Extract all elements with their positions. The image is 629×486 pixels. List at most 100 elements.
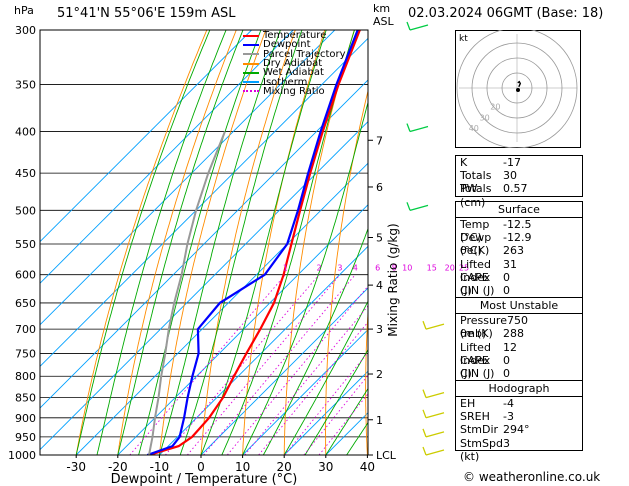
x-tick-label: 20 <box>277 460 292 474</box>
hodograph-unit-label: kt <box>459 34 468 44</box>
pressure-tick-label: 700 <box>15 323 36 336</box>
hodograph-section-title: Hodograph <box>456 380 582 398</box>
hodograph-ring-label: 30 <box>480 113 490 122</box>
wind-barb <box>409 24 429 31</box>
index-row: θe(K) 263 <box>456 244 582 257</box>
index-value: 0 <box>503 366 510 380</box>
legend-label: Mixing Ratio <box>263 85 325 97</box>
legend-label: Dewpoint <box>263 39 311 51</box>
mixing-ratio-line <box>186 274 341 455</box>
index-label: StmSpd (kt) <box>460 436 503 463</box>
mixing-ratio-label: 3 <box>337 264 342 273</box>
wind-barb-flag <box>422 409 427 419</box>
index-value: -3 <box>503 410 514 424</box>
index-value: -12.5 <box>503 218 532 231</box>
pressure-tick-label: 450 <box>15 167 36 180</box>
wet-adiabat-line <box>200 30 327 455</box>
wind-barb-flag <box>406 123 411 132</box>
dry-adiabat-line <box>75 30 208 455</box>
index-label: Dewp (°C) <box>460 231 492 258</box>
dry-adiabat-line <box>365 304 368 455</box>
index-value: 12 <box>503 340 517 354</box>
legend-item: Wet Adiabat <box>243 68 346 78</box>
km-tick-label: 6 <box>376 181 383 194</box>
index-row: Dewp (°C) -12.9 <box>456 231 582 258</box>
index-value: 0 <box>503 353 510 367</box>
index-row: EH -4 <box>456 397 582 410</box>
index-label: θe(K) <box>460 244 490 258</box>
wet-adiabat-line <box>117 30 244 455</box>
index-label: CIN (J) <box>460 366 495 380</box>
km-tick-label: 1 <box>376 414 383 427</box>
index-label: SREH <box>460 410 490 424</box>
isotherm-line <box>40 79 368 409</box>
wind-barb-flag <box>406 202 411 211</box>
wind-barb <box>425 412 445 419</box>
wind-barb-flag <box>422 428 427 438</box>
plot-frame <box>39 29 369 456</box>
km-tick-label: 3 <box>376 323 383 336</box>
mixing-ratio-label: 1 <box>283 264 288 273</box>
index-row: SREH -3 <box>456 410 582 423</box>
index-value: 294° <box>503 423 530 437</box>
index-row: Pressure (mb) 750 <box>456 314 582 341</box>
indices-detail-table: Surface Temp (°C) -12.5 Dewp (°C) -12.9 θe(K… <box>455 201 583 463</box>
mixing-ratio-label: 10 <box>402 264 412 273</box>
index-label: PW (cm) <box>460 182 486 209</box>
index-value: 0 <box>503 283 510 297</box>
km-unit-label: km <box>373 2 391 15</box>
datetime-title: 02.03.2024 06GMT (Base: 18) <box>408 6 604 21</box>
mixing-ratio-label: 20 <box>445 264 455 273</box>
wet-adiabat-line <box>325 387 368 455</box>
wind-barb-flag <box>422 320 427 330</box>
legend-swatch <box>243 53 259 56</box>
wet-adiabat-line <box>262 227 368 455</box>
index-row: Temp (°C) -12.5 <box>456 218 582 245</box>
legend-item: Parcel Trajectory <box>243 48 346 60</box>
location-title: 51°41'N 55°06'E 159m ASL <box>57 6 236 21</box>
wet-adiabat-line <box>96 30 227 455</box>
series-parcel-trajectory <box>148 131 226 455</box>
indices-basic-table: K -17 Totals Totals 30 PW (cm) 0.57 <box>455 155 583 209</box>
index-label: Pressure (mb) <box>460 314 507 341</box>
hpa-unit-label: hPa <box>14 4 34 17</box>
index-row: CIN (J) 0 <box>456 284 582 297</box>
index-value: -12.9 <box>503 231 532 245</box>
index-value: 3 <box>503 436 510 450</box>
km-tick-label: 4 <box>376 279 383 292</box>
index-row: CAPE (J) 0 <box>456 353 582 380</box>
wind-barb <box>409 204 429 211</box>
dry-adiabat-line <box>158 30 267 455</box>
legend-label: Temperature <box>263 30 327 42</box>
wind-barb-flag <box>422 446 427 456</box>
x-tick-label: -20 <box>108 460 128 474</box>
index-row: StmDir 294° <box>456 423 582 436</box>
pressure-tick-label: 500 <box>15 204 36 217</box>
isotherm-line <box>40 30 336 326</box>
legend-item: Dry Adiabat <box>243 59 346 69</box>
wind-barb-flag <box>422 389 427 398</box>
isotherm-line <box>40 30 294 284</box>
index-label: EH <box>460 397 476 411</box>
index-label: CAPE (J) <box>460 353 489 380</box>
mixing-ratio-label: 25 <box>459 264 469 273</box>
index-label: θe (K) <box>460 327 493 341</box>
wind-barb <box>425 449 445 456</box>
pressure-tick-label: 750 <box>15 347 36 360</box>
pressure-tick-label: 850 <box>15 392 36 405</box>
index-label: Temp (°C) <box>460 218 490 245</box>
index-value: 30 <box>503 169 517 183</box>
index-row: CAPE (J) 0 <box>456 271 582 297</box>
pressure-tick-label: 550 <box>15 238 36 251</box>
legend: Temperature Dewpoint Parcel Trajectory Dry … <box>243 31 346 96</box>
mixing-ratio-label: 8 <box>392 264 397 273</box>
dry-adiabat-line <box>582 30 617 455</box>
x-tick-label: 30 <box>318 460 333 474</box>
series-temperature <box>148 30 361 455</box>
isotherm-line <box>40 30 252 243</box>
index-row: Lifted Index 12 <box>456 340 582 367</box>
legend-label: Parcel Trajectory <box>263 48 346 60</box>
mixing-ratio-label: 15 <box>427 264 437 273</box>
mixing-ratio-line <box>244 305 368 455</box>
index-value: 0.57 <box>503 182 528 196</box>
